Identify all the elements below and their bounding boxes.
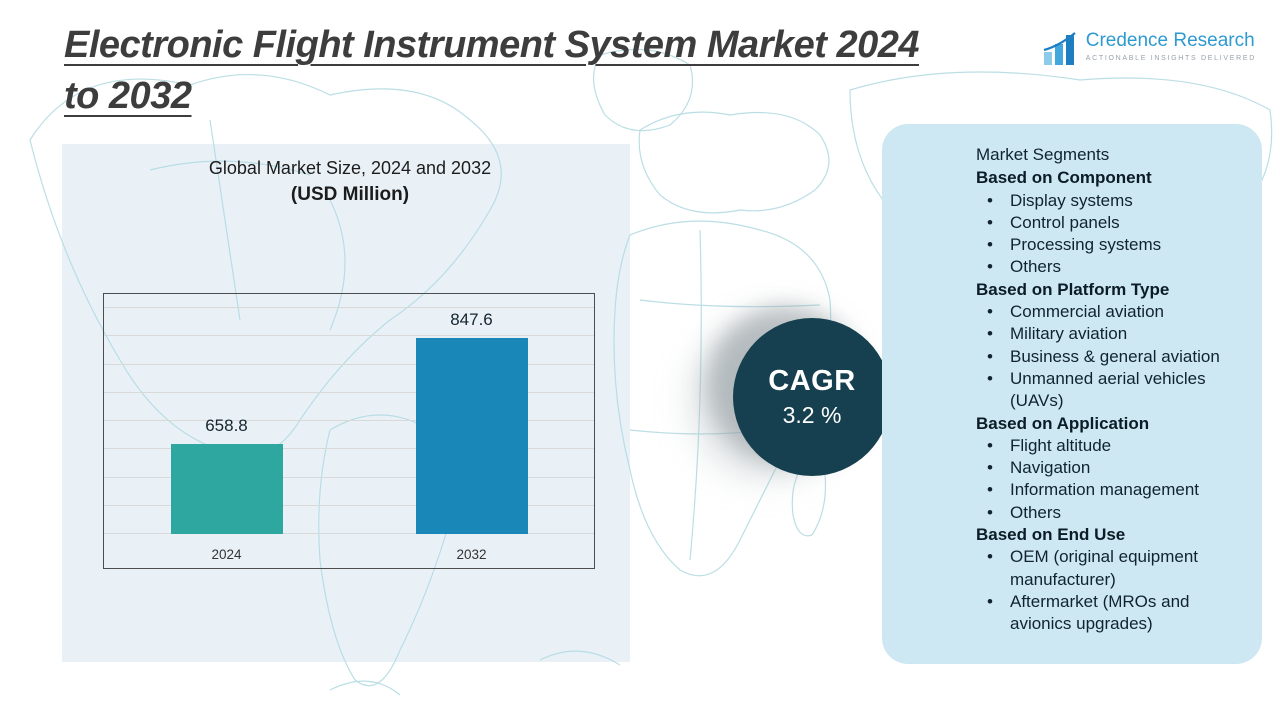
segment-group-list: Flight altitudeNavigationInformation man…	[976, 435, 1250, 524]
cagr-value: 3.2 %	[782, 402, 842, 428]
gridline	[104, 307, 594, 308]
bar-column: 658.8 2024	[170, 308, 283, 562]
chart-title: Global Market Size, 2024 and 2032	[208, 158, 492, 178]
chart-title-block: Global Market Size, 2024 and 2032 (USD M…	[110, 158, 590, 206]
segment-group-heading: Based on End Use	[976, 525, 1126, 545]
bar-category-label: 2032	[456, 547, 487, 562]
segment-group-heading: Based on Platform Type	[976, 279, 1170, 299]
segment-item: Processing systems	[976, 234, 1250, 257]
gridline	[104, 448, 594, 450]
segment-group-list: Display systemsControl panelsProcessing …	[976, 190, 1250, 279]
segment-item: Others	[976, 502, 1250, 525]
segment-item: Display systems	[976, 190, 1250, 213]
left-panel-background	[62, 144, 630, 662]
segment-group-heading: Based on Application	[976, 413, 1150, 433]
gridline	[104, 391, 594, 393]
gridline	[104, 335, 594, 337]
bar	[170, 444, 283, 534]
brand-name: Credence Research	[1085, 30, 1255, 51]
segments-title: Market Segments	[976, 145, 1110, 164]
cagr-label: CAGR	[768, 365, 856, 397]
gridline	[104, 363, 594, 365]
cagr-circle: CAGR 3.2 %	[733, 318, 891, 476]
segment-item: Military aviation	[976, 323, 1250, 346]
brand-logo: Credence Research ACTIONABLE INSIGHTS DE…	[1041, 30, 1256, 73]
chart-subtitle: (USD Million)	[290, 184, 410, 205]
segment-item: Aftermarket (MROs and avionics upgrades)	[976, 591, 1250, 636]
segment-group-list: OEM (original equipment manufacturer)Aft…	[976, 546, 1250, 635]
page-title: Electronic Flight Instrument System Mark…	[64, 20, 1014, 123]
market-segments-panel: Market Segments Based on ComponentDispla…	[882, 124, 1262, 664]
segment-item: Flight altitude	[976, 435, 1250, 458]
gridline	[104, 504, 594, 506]
bar	[415, 337, 528, 534]
segment-item: Control panels	[976, 212, 1250, 235]
bar-value-label: 847.6	[450, 309, 493, 329]
bar-category-label: 2024	[211, 547, 242, 562]
segment-group-heading: Based on Component	[976, 168, 1152, 188]
page-title-line1: Electronic Flight Instrument System Mark…	[64, 24, 920, 66]
brand-tagline: ACTIONABLE INSIGHTS DELIVERED	[1085, 55, 1256, 62]
segment-item: Unmanned aerial vehicles (UAVs)	[976, 368, 1250, 413]
segment-item: Information management	[976, 479, 1250, 502]
page-title-line2: to 2032	[64, 75, 192, 118]
bar-chart: 658.8 2024 847.6 2032	[103, 293, 595, 569]
gridline	[104, 476, 594, 478]
segment-item: Others	[976, 256, 1250, 279]
bar-column: 847.6 2032	[415, 308, 528, 562]
cagr-badge: CAGR 3.2 %	[733, 318, 891, 476]
segment-item: OEM (original equipment manufacturer)	[976, 546, 1250, 591]
segment-item: Navigation	[976, 457, 1250, 480]
segment-group-list: Commercial aviationMilitary aviationBusi…	[976, 301, 1250, 412]
bars-area: 658.8 2024 847.6 2032	[104, 308, 594, 562]
bar-chart-logo-icon	[1041, 30, 1079, 73]
segment-item: Business & general aviation	[976, 346, 1250, 369]
bar-value-label: 658.8	[205, 416, 248, 436]
gridline	[104, 420, 594, 421]
gridline	[104, 533, 594, 534]
segment-item: Commercial aviation	[976, 301, 1250, 324]
segments-groups: Based on ComponentDisplay systemsControl…	[976, 167, 1250, 635]
